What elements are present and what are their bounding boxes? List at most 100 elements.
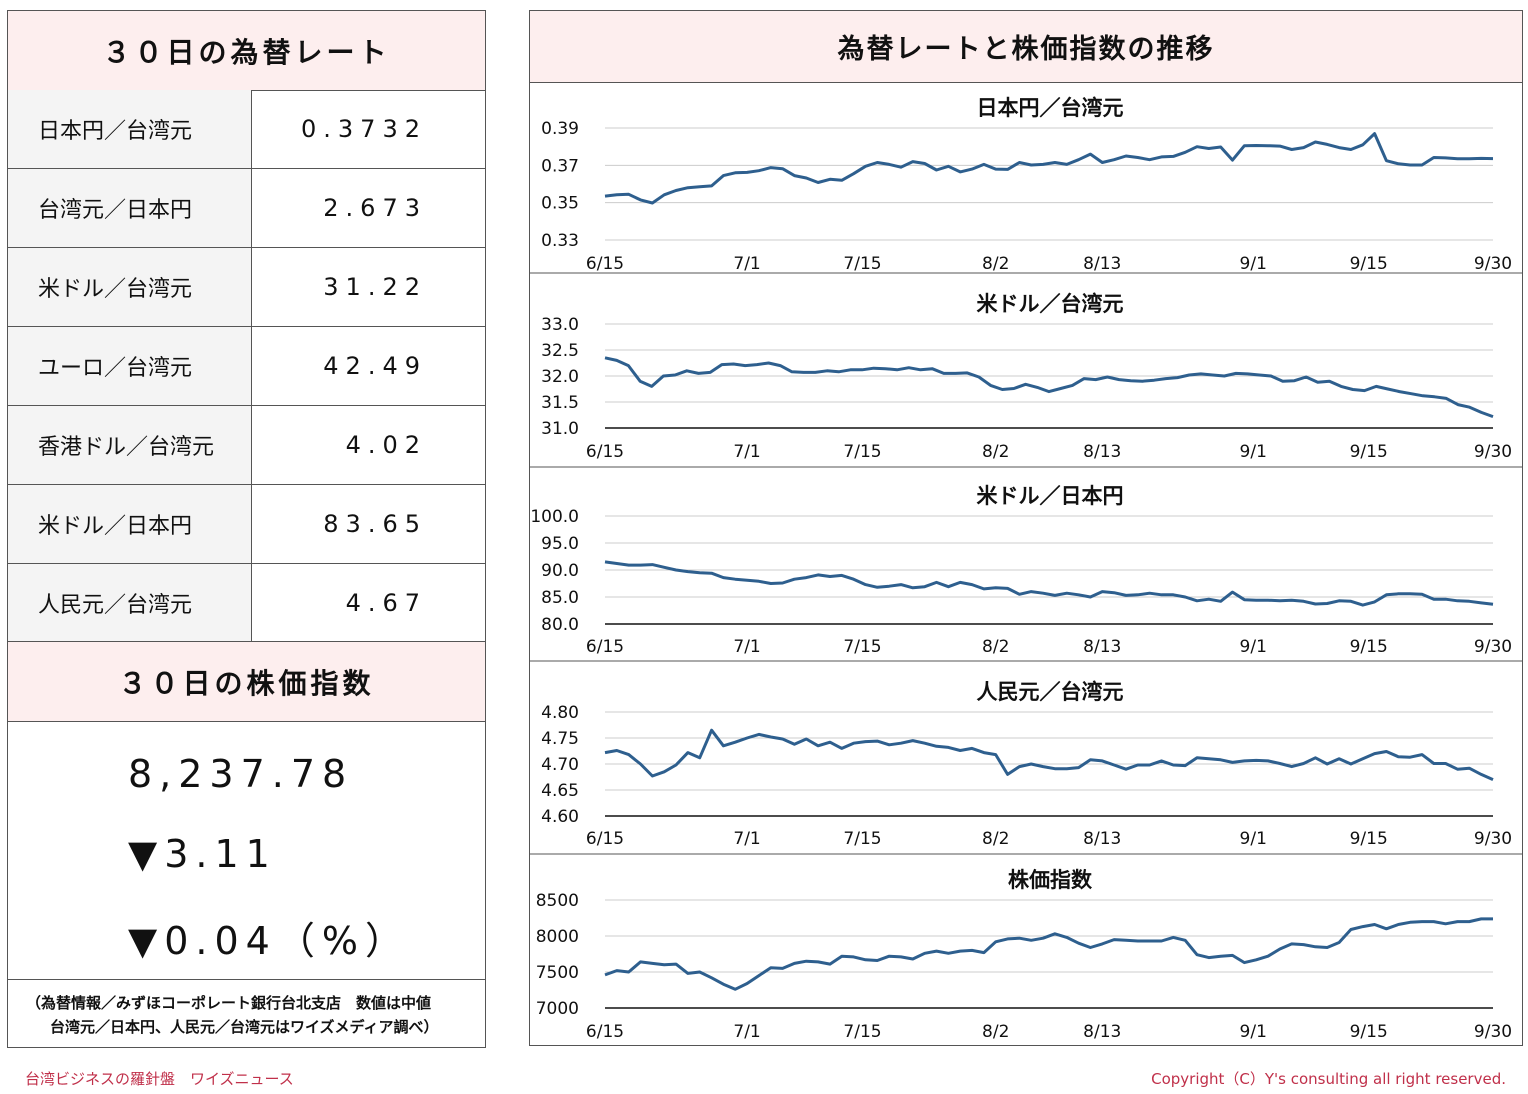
y-tick-label: 4.65 [541,781,579,801]
x-tick-label: 7/15 [843,637,881,657]
y-tick-label: 8500 [536,891,579,911]
x-tick-label: 8/13 [1083,442,1121,462]
rate-name: 米ドル／日本円 [8,485,252,563]
x-tick-label: 6/15 [586,254,624,274]
rate-name: 米ドル／台湾元 [8,248,252,326]
x-tick-label: 7/1 [733,442,760,462]
y-tick-label: 4.75 [541,729,579,749]
x-tick-label: 6/15 [586,829,624,849]
x-tick-label: 6/15 [586,1022,624,1042]
table-row: 香港ドル／台湾元 4.02 [8,406,485,485]
table-row: 人民元／台湾元 4.67 [8,564,485,643]
x-tick-label: 8/2 [982,254,1009,274]
table-row: 台湾元／日本円 2.673 [8,169,485,248]
y-tick-label: 32.0 [541,367,579,387]
x-tick-label: 8/13 [1083,829,1121,849]
rate-value: 42.49 [323,352,427,380]
rate-name: 人民元／台湾元 [8,564,252,642]
x-tick-label: 9/1 [1240,254,1267,274]
rate-value: 4.02 [345,431,427,459]
x-tick-label: 8/2 [982,829,1009,849]
rate-value: 4.67 [345,589,427,617]
y-tick-label: 32.5 [541,341,579,361]
x-tick-label: 6/15 [586,442,624,462]
x-tick-label: 8/13 [1083,1022,1121,1042]
x-tick-label: 7/1 [733,1022,760,1042]
y-tick-label: 80.0 [541,615,579,635]
rate-name: ユーロ／台湾元 [8,327,252,405]
rate-value: 31.22 [323,273,427,301]
x-tick-label: 9/30 [1474,254,1512,274]
x-tick-label: 8/2 [982,637,1009,657]
rate-value: 0.3732 [301,115,427,143]
rate-name: 日本円／台湾元 [8,90,252,168]
x-tick-label: 9/15 [1350,829,1388,849]
source-note: （為替情報／みずほコーポレート銀行台北支店 数値は中値 台湾元／日本円、人民元／… [26,991,439,1039]
x-tick-label: 8/2 [982,442,1009,462]
source-note-line2: 台湾元／日本円、人民元／台湾元はワイズメディア調べ） [50,1018,439,1036]
y-tick-label: 0.37 [541,156,579,176]
y-tick-label: 0.33 [541,231,579,251]
table-row: 米ドル／日本円 83.65 [8,485,485,564]
series-line [604,728,1494,781]
x-tick-label: 7/15 [843,1022,881,1042]
x-tick-label: 7/1 [733,829,760,849]
rate-name: 香港ドル／台湾元 [8,406,252,484]
fx-rates-table: 日本円／台湾元 0.3732 台湾元／日本円 2.673 米ドル／台湾元 31.22 … [8,90,485,643]
fx-header: ３０日の為替レート [8,11,485,91]
table-row: 米ドル／台湾元 31.22 [8,248,485,327]
x-tick-label: 9/1 [1240,829,1267,849]
x-tick-label: 7/15 [843,254,881,274]
charts-svg: 日本円／台湾元 0.39 0.37 0.35 0.33 6/15 7/1 7/15 8/2 8/1… [530,96,1522,1042]
y-tick-label: 0.35 [541,194,579,214]
footer-copyright: Copyright（C）Y's consulting all right res… [1151,1070,1506,1088]
series-line [604,560,1494,607]
rate-value: 2.673 [323,194,427,222]
series-line [604,356,1494,419]
x-tick-label: 9/30 [1474,442,1512,462]
x-tick-label: 9/30 [1474,829,1512,849]
series-line [604,132,1494,205]
stock-change-pct: ▼0.04（%） [128,919,410,963]
x-tick-label: 6/15 [586,637,624,657]
table-row: ユーロ／台湾元 42.49 [8,327,485,406]
chart-title: 人民元／台湾元 [977,680,1124,704]
stock-block: 8,237.78 ▼3.11 ▼0.04（%） [8,722,485,980]
y-tick-label: 4.80 [541,703,579,723]
stock-change: ▼3.11 [128,832,277,876]
y-tick-label: 31.0 [541,419,579,439]
x-tick-label: 8/13 [1083,637,1121,657]
y-tick-label: 7000 [536,999,579,1019]
y-tick-label: 7500 [536,963,579,983]
rate-value: 83.65 [323,510,427,538]
x-tick-label: 7/15 [843,829,881,849]
x-tick-label: 9/1 [1240,442,1267,462]
y-tick-label: 31.5 [541,393,579,413]
chart-title: 株価指数 [1008,868,1093,892]
x-tick-label: 9/15 [1350,1022,1388,1042]
x-tick-label: 9/1 [1240,637,1267,657]
source-note-line1: （為替情報／みずほコーポレート銀行台北支店 数値は中値 [26,994,432,1012]
x-tick-label: 9/1 [1240,1022,1267,1042]
y-tick-label: 90.0 [541,561,579,581]
x-tick-label: 9/15 [1350,254,1388,274]
table-row: 日本円／台湾元 0.3732 [8,90,485,169]
chart-panel-title: 為替レートと株価指数の推移 [530,11,1522,83]
y-tick-label: 0.39 [541,119,579,139]
chart-title: 米ドル／台湾元 [977,292,1124,316]
x-tick-label: 7/1 [733,254,760,274]
x-tick-label: 9/15 [1350,637,1388,657]
x-tick-label: 9/30 [1474,637,1512,657]
footer-brand: 台湾ビジネスの羅針盤 ワイズニュース [25,1070,294,1088]
y-tick-label: 8000 [536,927,579,947]
rate-name: 台湾元／日本円 [8,169,252,247]
x-tick-label: 7/1 [733,637,760,657]
chart-title: 日本円／台湾元 [977,96,1124,120]
x-tick-label: 8/2 [982,1022,1009,1042]
y-tick-label: 4.60 [541,807,579,827]
fx-panel: ３０日の為替レート 日本円／台湾元 0.3732 台湾元／日本円 2.673 米ドル… [7,10,486,1048]
chart-panel: 為替レートと株価指数の推移 日本円／台湾元 0.39 0.37 0.35 0.33 6/1… [529,10,1523,1046]
y-tick-label: 33.0 [541,315,579,335]
x-tick-label: 7/15 [843,442,881,462]
stock-index-value: 8,237.78 [128,752,354,796]
